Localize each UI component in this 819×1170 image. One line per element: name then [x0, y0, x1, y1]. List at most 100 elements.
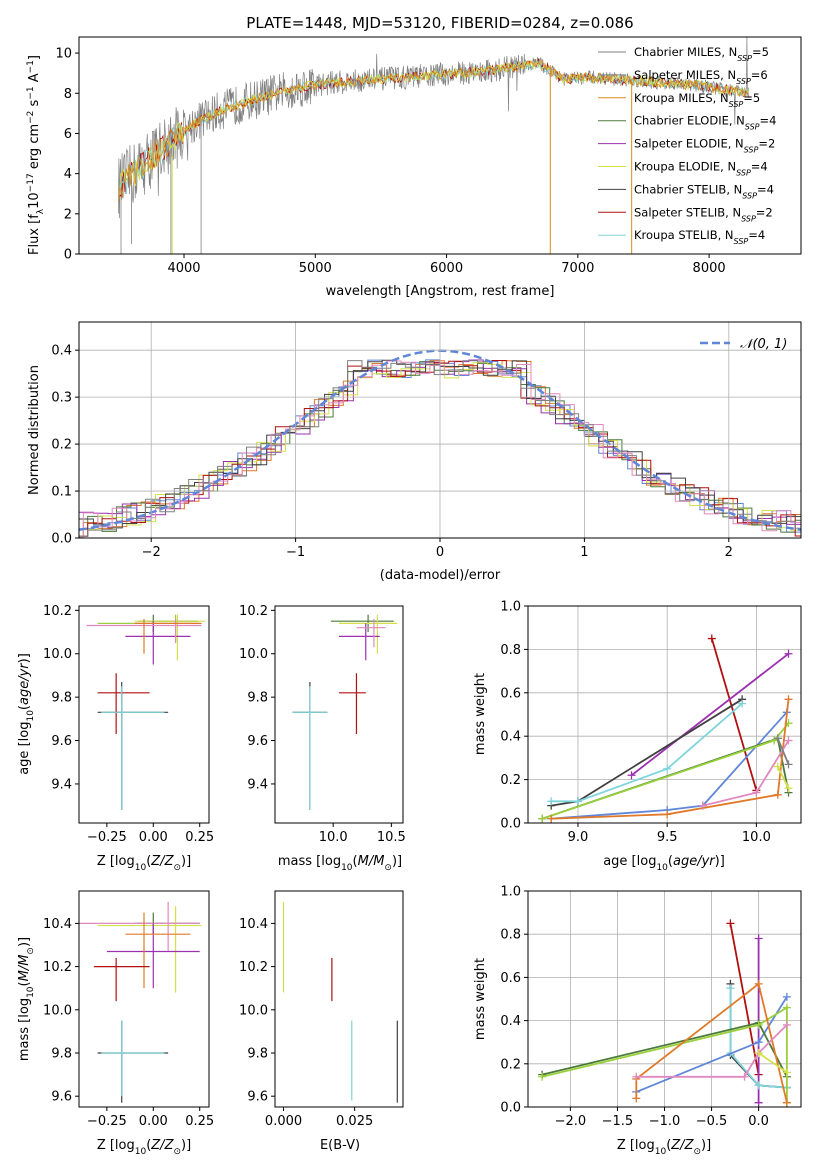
weight-marker — [538, 1072, 547, 1081]
label-part: mass [log — [17, 998, 32, 1061]
weight-marker — [663, 764, 672, 773]
legend-label: Salpeter MILES, NSSP=6 — [634, 68, 768, 86]
tick-label-y: 9.6 — [247, 1090, 268, 1105]
label-part: ⊙ — [384, 863, 392, 873]
tick-label-x: 5000 — [299, 261, 332, 276]
label-part: age [log — [17, 722, 32, 775]
massEbv-axes: 0.000 0.025 9.6 9.8 10.0 10.2 10.4 E(B-V) — [239, 890, 404, 1153]
legend-value: =5 — [743, 91, 760, 105]
x-axis-label: Z [log10(Z/Z⊙)] — [97, 854, 191, 873]
weight-line — [776, 766, 790, 789]
label-part: ⊙ — [26, 947, 36, 955]
weight-marker — [754, 1038, 763, 1047]
label-part: 10 — [27, 192, 42, 209]
label-part: −17 — [26, 173, 36, 192]
tick-label-y: 0.0 — [500, 1101, 521, 1116]
legend-text: Chabrier STELIB, N — [634, 182, 742, 196]
tick-label-x: 0.25 — [185, 1114, 214, 1129]
axes-frame — [78, 36, 802, 255]
label-part: 10 — [655, 1147, 667, 1157]
plot-area — [538, 919, 791, 1107]
y-axis-label: mass weight — [473, 958, 488, 1040]
label-part: Flux [f — [27, 214, 42, 255]
label-part: 10 — [656, 863, 668, 873]
label-part: Z [log — [97, 1138, 135, 1153]
tick-label-y: 0.4 — [500, 730, 521, 745]
label-part: −2 — [26, 111, 36, 124]
weight-marker — [752, 788, 761, 797]
tick-label-y: 0.2 — [500, 773, 521, 788]
tick-label-x: 4000 — [167, 261, 200, 276]
axes-frame — [527, 605, 802, 824]
legend-sub: SSP — [729, 99, 744, 108]
tick-label-y: 10 — [55, 47, 72, 62]
tick-label-y: 2 — [64, 207, 72, 222]
legend-sub: SSP — [742, 191, 757, 200]
x-axis-label: age [log10(age/yr)] — [603, 854, 725, 873]
tick-label-y: 10.4 — [239, 917, 268, 932]
weight-line — [551, 711, 788, 820]
ageZ-axes: −0.25 0.00 0.259.49.69.810.010.2Z [log10(Z… — [17, 604, 214, 873]
legend-text: Salpeter MILES, N — [634, 68, 736, 82]
weight-marker — [784, 784, 793, 793]
weight-marker — [784, 695, 793, 704]
weight-marker — [773, 762, 782, 771]
legend-label: Chabrier ELODIE, NSSP=4 — [634, 114, 776, 132]
weight-marker — [784, 649, 793, 658]
tick-label-x: 10.0 — [319, 830, 348, 845]
weight-marker — [754, 1020, 763, 1029]
label-part: age/yr — [17, 662, 32, 705]
tick-label-x: 0.025 — [336, 1114, 373, 1129]
x-axis-label: Z [log10(Z/Z⊙)] — [97, 1138, 191, 1157]
legend-value: =4 — [757, 182, 774, 196]
weight-marker — [754, 1098, 763, 1107]
label-part: 10 — [26, 986, 36, 998]
legend-text: Salpeter STELIB, N — [634, 205, 741, 219]
tick-label-y: 0.0 — [500, 817, 521, 832]
legend-label: Kroupa STELIB, NSSP=4 — [634, 228, 765, 246]
tick-label-x: 10.5 — [377, 830, 406, 845]
label-part: ⊙ — [173, 863, 181, 873]
label-part: )] — [715, 854, 725, 869]
tick-label-x: 6000 — [430, 261, 463, 276]
tick-label-y: 0.3 — [51, 391, 72, 406]
legend-label: Chabrier MILES, NSSP=5 — [634, 45, 769, 63]
tick-label-x: −0.25 — [87, 1114, 127, 1129]
legend-value: =2 — [758, 137, 775, 151]
weight-marker — [782, 992, 791, 1001]
weight-marker — [726, 984, 735, 993]
weight-marker — [782, 1020, 791, 1029]
label-part: 10 — [341, 863, 353, 873]
axes-frame — [78, 605, 210, 824]
weight-marker — [784, 736, 793, 745]
tick-label-y: 10.2 — [239, 960, 268, 975]
legend-value: =4 — [751, 160, 768, 174]
label-part: M/M — [17, 955, 32, 982]
histogram-step — [79, 360, 801, 537]
tick-label-y: 0.0 — [51, 532, 72, 547]
weight-marker — [754, 934, 763, 943]
weight-marker — [573, 797, 582, 806]
tick-label-x: 9.5 — [657, 830, 678, 845]
tick-label-x: 0.0 — [748, 1114, 769, 1129]
weight-line — [758, 1052, 788, 1074]
label-part: Z/Z — [150, 1138, 174, 1153]
legend-label: Chabrier STELIB, NSSP=4 — [634, 182, 774, 200]
label-part: age/yr — [673, 854, 716, 869]
tick-label-y: 1.0 — [500, 600, 521, 615]
axes-frame — [274, 890, 404, 1108]
plot-area — [292, 614, 398, 810]
label-part: ( — [17, 981, 32, 986]
weight-marker — [707, 634, 716, 643]
tick-label-y: 0.2 — [51, 438, 72, 453]
tick-label-x: 0.00 — [139, 830, 168, 845]
label-part: −1 — [26, 86, 36, 99]
hist-axes: −2 −1 0 1 2 0.0 0.1 0.2 0.3 0.4 (data-model)/error… — [27, 321, 802, 583]
x-axis-label: mass [log10(M/M⊙)] — [278, 854, 402, 873]
axes-frame — [527, 890, 802, 1108]
legend-value: =4 — [760, 114, 777, 128]
label-part: 10 — [26, 710, 36, 722]
label-part: )] — [181, 854, 191, 869]
weight-marker — [663, 810, 672, 819]
